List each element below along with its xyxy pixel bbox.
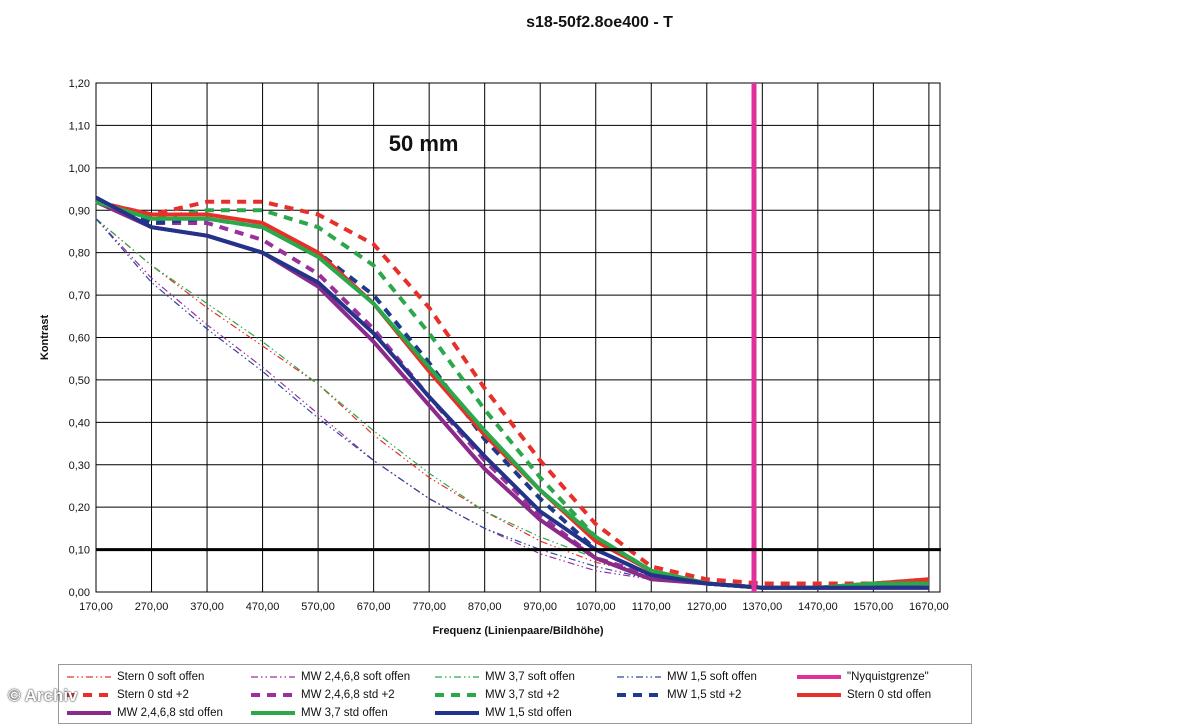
- legend-swatch: [797, 675, 841, 679]
- legend-label: "Nyquistgrenze": [847, 671, 929, 683]
- series-line-12: [95, 195, 929, 590]
- legend-label: MW 1,5 std offen: [485, 707, 572, 719]
- legend-label: Stern 0 std +2: [117, 689, 189, 701]
- x-tick-label: 570,00: [301, 601, 335, 613]
- x-tick-label: 1270,00: [687, 601, 727, 613]
- x-tick-label: 1370,00: [742, 601, 782, 613]
- legend-label: MW 2,4,6,8 std +2: [301, 689, 395, 701]
- legend-item: MW 1,5 soft offen: [615, 668, 757, 686]
- focal-length-annotation: 50 mm: [389, 131, 459, 156]
- x-tick-label: 870,00: [468, 601, 502, 613]
- y-tick-label: 0,30: [69, 460, 90, 472]
- y-tick-label: 0,50: [69, 375, 90, 387]
- x-tick-label: 1570,00: [853, 601, 893, 613]
- watermark: © Archiv: [8, 686, 78, 705]
- legend-swatch: [617, 676, 661, 678]
- x-tick-label: 470,00: [246, 601, 280, 613]
- legend-swatch: [797, 693, 841, 697]
- legend-swatch: [67, 676, 111, 678]
- y-tick-label: 1,20: [69, 78, 90, 90]
- chart-title: s18-50f2.8oe400 - T: [526, 14, 673, 31]
- legend-item: MW 3,7 soft offen: [433, 668, 575, 686]
- y-tick-label: 0,00: [69, 587, 90, 599]
- legend-label: Stern 0 soft offen: [117, 671, 205, 683]
- x-tick-label: 170,00: [79, 601, 113, 613]
- legend-item: MW 2,4,6,8 soft offen: [249, 668, 410, 686]
- x-axis-label: Frequenz (Linienpaare/Bildhöhe): [432, 625, 603, 637]
- legend-label: MW 1,5 std +2: [667, 689, 742, 701]
- legend-item: Stern 0 std +2: [65, 686, 189, 704]
- y-tick-label: 0,20: [69, 502, 90, 514]
- y-tick-label: 0,10: [69, 545, 90, 557]
- x-tick-label: 1670,00: [909, 601, 949, 613]
- y-tick-label: 1,10: [69, 120, 90, 132]
- legend-swatch: [435, 676, 479, 678]
- x-tick-label: 670,00: [357, 601, 391, 613]
- legend-swatch: [67, 711, 111, 715]
- legend-item: MW 3,7 std offen: [249, 704, 388, 722]
- legend-swatch: [435, 693, 479, 697]
- legend-label: MW 2,4,6,8 soft offen: [301, 671, 411, 683]
- legend-swatch: [251, 676, 295, 678]
- legend-item: MW 3,7 std +2: [433, 686, 559, 704]
- legend-item: Stern 0 soft offen: [65, 668, 204, 686]
- legend-label: MW 1,5 soft offen: [667, 671, 757, 683]
- legend-swatch: [251, 693, 295, 697]
- legend-label: Stern 0 std offen: [847, 689, 932, 701]
- x-tick-label: 770,00: [412, 601, 446, 613]
- y-tick-label: 0,40: [69, 417, 90, 429]
- y-tick-label: 0,70: [69, 290, 90, 302]
- series-line-5: [95, 199, 930, 586]
- x-tick-label: 1470,00: [798, 601, 838, 613]
- legend-label: MW 3,7 std +2: [485, 689, 560, 701]
- x-tick-label: 270,00: [135, 601, 169, 613]
- legend-swatch: [67, 693, 111, 697]
- y-tick-label: 0,90: [69, 205, 90, 217]
- legend-label: MW 3,7 soft offen: [485, 671, 575, 683]
- legend-swatch: [617, 693, 661, 697]
- chart-plot: 0,00 0,10 0,20 0,30 0,40 0,50 0,60 0,70 0,80 0,90…: [39, 78, 949, 637]
- legend-label: MW 3,7 std offen: [301, 707, 388, 719]
- y-tick-label: 0,80: [69, 248, 90, 260]
- x-tick-label: 970,00: [523, 601, 557, 613]
- chart-legend: Stern 0 soft offen MW 2,4,6,8 soft offen M…: [58, 664, 972, 724]
- legend-item: MW 1,5 std +2: [615, 686, 741, 704]
- y-axis-label: Kontrast: [39, 315, 51, 361]
- x-tick-label: 1070,00: [576, 601, 616, 613]
- legend-label: MW 2,4,6,8 std offen: [117, 707, 223, 719]
- x-tick-label: 1170,00: [632, 601, 671, 613]
- series-line-0: [95, 218, 929, 589]
- legend-item: MW 1,5 std offen: [433, 704, 572, 722]
- legend-item: Stern 0 std offen: [795, 686, 931, 704]
- series-line-2: [95, 218, 929, 589]
- x-tick-label: 370,00: [190, 601, 224, 613]
- legend-item: MW 2,4,6,8 std +2: [249, 686, 395, 704]
- legend-swatch: [251, 711, 295, 715]
- legend-item: MW 2,4,6,8 std offen: [65, 704, 223, 722]
- legend-item: "Nyquistgrenze": [795, 668, 929, 686]
- y-tick-label: 0,60: [69, 333, 90, 345]
- y-tick-label: 1,00: [69, 163, 90, 175]
- legend-swatch: [435, 711, 479, 715]
